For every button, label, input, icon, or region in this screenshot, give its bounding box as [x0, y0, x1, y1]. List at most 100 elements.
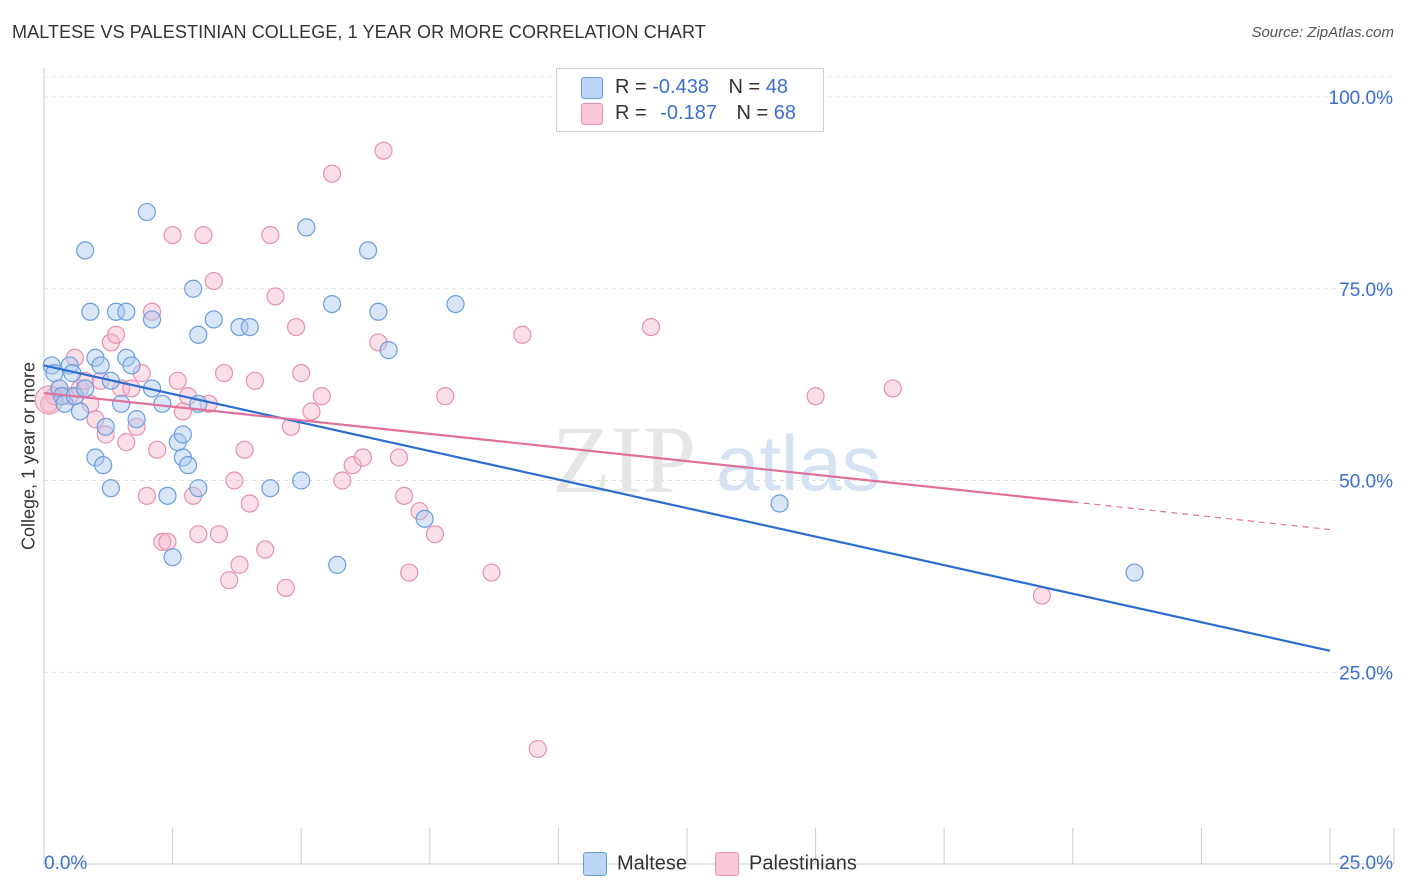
maltese-point-36 [189, 325, 208, 344]
maltese-point-13 [86, 448, 105, 467]
maltese-point-8 [70, 402, 90, 421]
bottom-maltese-label: Maltese [617, 852, 688, 875]
palestinians-point-51 [343, 456, 362, 475]
maltese-point-49 [379, 341, 398, 360]
watermark: ZIP atlas [552, 406, 881, 513]
maltese-n-value: 48 [765, 76, 789, 98]
palestinians-point-23 [163, 225, 182, 245]
palestinians-point-37 [235, 440, 254, 459]
maltese-point-14 [91, 356, 110, 375]
palestinians-point-17 [132, 364, 151, 383]
palestinians-point-41 [261, 225, 280, 245]
palestinians-point-22 [158, 532, 177, 551]
palestinians-point-64 [641, 318, 661, 337]
source-label: Source: ZipAtlas.com [1251, 24, 1394, 41]
maltese-r-label: R = [615, 76, 647, 98]
maltese-point-23 [122, 356, 141, 375]
maltese-point-34 [178, 456, 198, 475]
maltese-point-17 [101, 479, 120, 498]
gridlines [44, 76, 1394, 673]
palestinians-point-47 [302, 402, 321, 421]
y-tick-label-25: 25.0% [1339, 663, 1393, 684]
palestinians-point-62 [513, 325, 532, 344]
palestinians-point-19 [142, 302, 162, 321]
maltese-point-48 [369, 302, 388, 321]
bottom-pal-label: Palestinians [749, 852, 857, 875]
maltese-r-value: -0.438 [652, 76, 709, 98]
palestinians-point-35 [225, 471, 244, 490]
maltese-point-20 [112, 394, 131, 413]
bottom-legend-maltese: Maltese [583, 852, 687, 876]
palestinians-point-57 [400, 563, 419, 582]
pal-r-value: -0.187 [660, 102, 717, 124]
palestinians-point-21 [153, 532, 172, 551]
maltese-point-30 [163, 548, 182, 567]
palestinians-point-55 [389, 448, 409, 467]
legend-row-palestinians: R = -0.187 N = 68 [581, 102, 796, 126]
palestinians-point-20 [148, 440, 167, 459]
maltese-point-46 [328, 555, 347, 574]
palestinians-point-50 [333, 471, 352, 490]
bottom-maltese-swatch [583, 852, 607, 876]
palestinians-point-66 [883, 379, 902, 398]
palestinians-point-46 [292, 364, 311, 383]
palestinians-point-18 [137, 486, 156, 505]
palestinians-point-32 [209, 525, 228, 544]
maltese-n-label: N = [728, 76, 761, 98]
pal-n-label: N = [736, 102, 769, 124]
stats-legend: R = -0.438 N = 48 R = -0.187 N = 68 [556, 68, 824, 132]
y-axis-label: College, 1 year or more [18, 361, 39, 551]
maltese-point-52 [770, 494, 789, 513]
palestinians-point-67 [1032, 586, 1052, 605]
maltese-point-44 [297, 218, 316, 237]
palestinians-point-8 [86, 410, 105, 429]
palestinians-point-43 [276, 578, 295, 597]
maltese-point-11 [81, 302, 100, 321]
palestinians-point-34 [220, 571, 239, 590]
maltese-point-43 [292, 471, 311, 490]
maltese-point-41 [240, 318, 259, 337]
palestinians-point-59 [425, 525, 445, 544]
palestinians-point-60 [436, 387, 455, 406]
maltese-point-47 [358, 241, 378, 260]
maltese-point-9 [76, 379, 95, 398]
palestinians-point-54 [374, 141, 393, 160]
maltese-point-51 [446, 294, 465, 314]
maltese-point-29 [158, 486, 177, 505]
maltese-point-39 [204, 310, 223, 329]
bottom-legend-palestinians: Palestinians [715, 852, 857, 876]
maltese-points [42, 202, 1144, 582]
palestinians-point-12 [106, 325, 126, 344]
maltese-point-22 [117, 302, 136, 321]
palestinians-trend-line [43, 391, 1073, 504]
y-tick-label-50: 50.0% [1339, 472, 1393, 493]
maltese-swatch [581, 76, 603, 99]
maltese-point-15 [94, 456, 113, 475]
maltese-point-10 [76, 241, 95, 260]
maltese-trend-line [43, 364, 1331, 652]
maltese-point-28 [153, 394, 172, 413]
maltese-point-25 [137, 202, 156, 222]
palestinians-point-49 [322, 164, 342, 183]
maltese-point-33 [173, 425, 192, 444]
maltese-point-26 [142, 310, 162, 329]
maltese-point-45 [322, 294, 342, 314]
maltese-point-40 [230, 318, 249, 337]
tick-labels: 25.0% 50.0% 75.0% 100.0% 0.0% 25.0% [44, 88, 1393, 874]
y-tick-label-75: 75.0% [1339, 280, 1393, 301]
maltese-point-35 [184, 279, 203, 298]
maltese-point-24 [127, 410, 146, 429]
maltese-point-50 [415, 509, 434, 528]
palestinians-point-16 [127, 417, 146, 436]
palestinians-point-40 [256, 540, 275, 559]
palestinians-point-33 [214, 364, 234, 383]
palestinians-point-56 [394, 486, 414, 505]
palestinians-point-36 [230, 555, 249, 574]
trend-lines [43, 364, 1331, 652]
palestinians-point-63 [528, 739, 547, 759]
palestinians-swatch [581, 102, 603, 125]
palestinians-point-14 [117, 433, 136, 452]
chart-title: MALTESE VS PALESTINIAN COLLEGE, 1 YEAR O… [12, 22, 706, 42]
palestinians-point-31 [204, 271, 223, 291]
